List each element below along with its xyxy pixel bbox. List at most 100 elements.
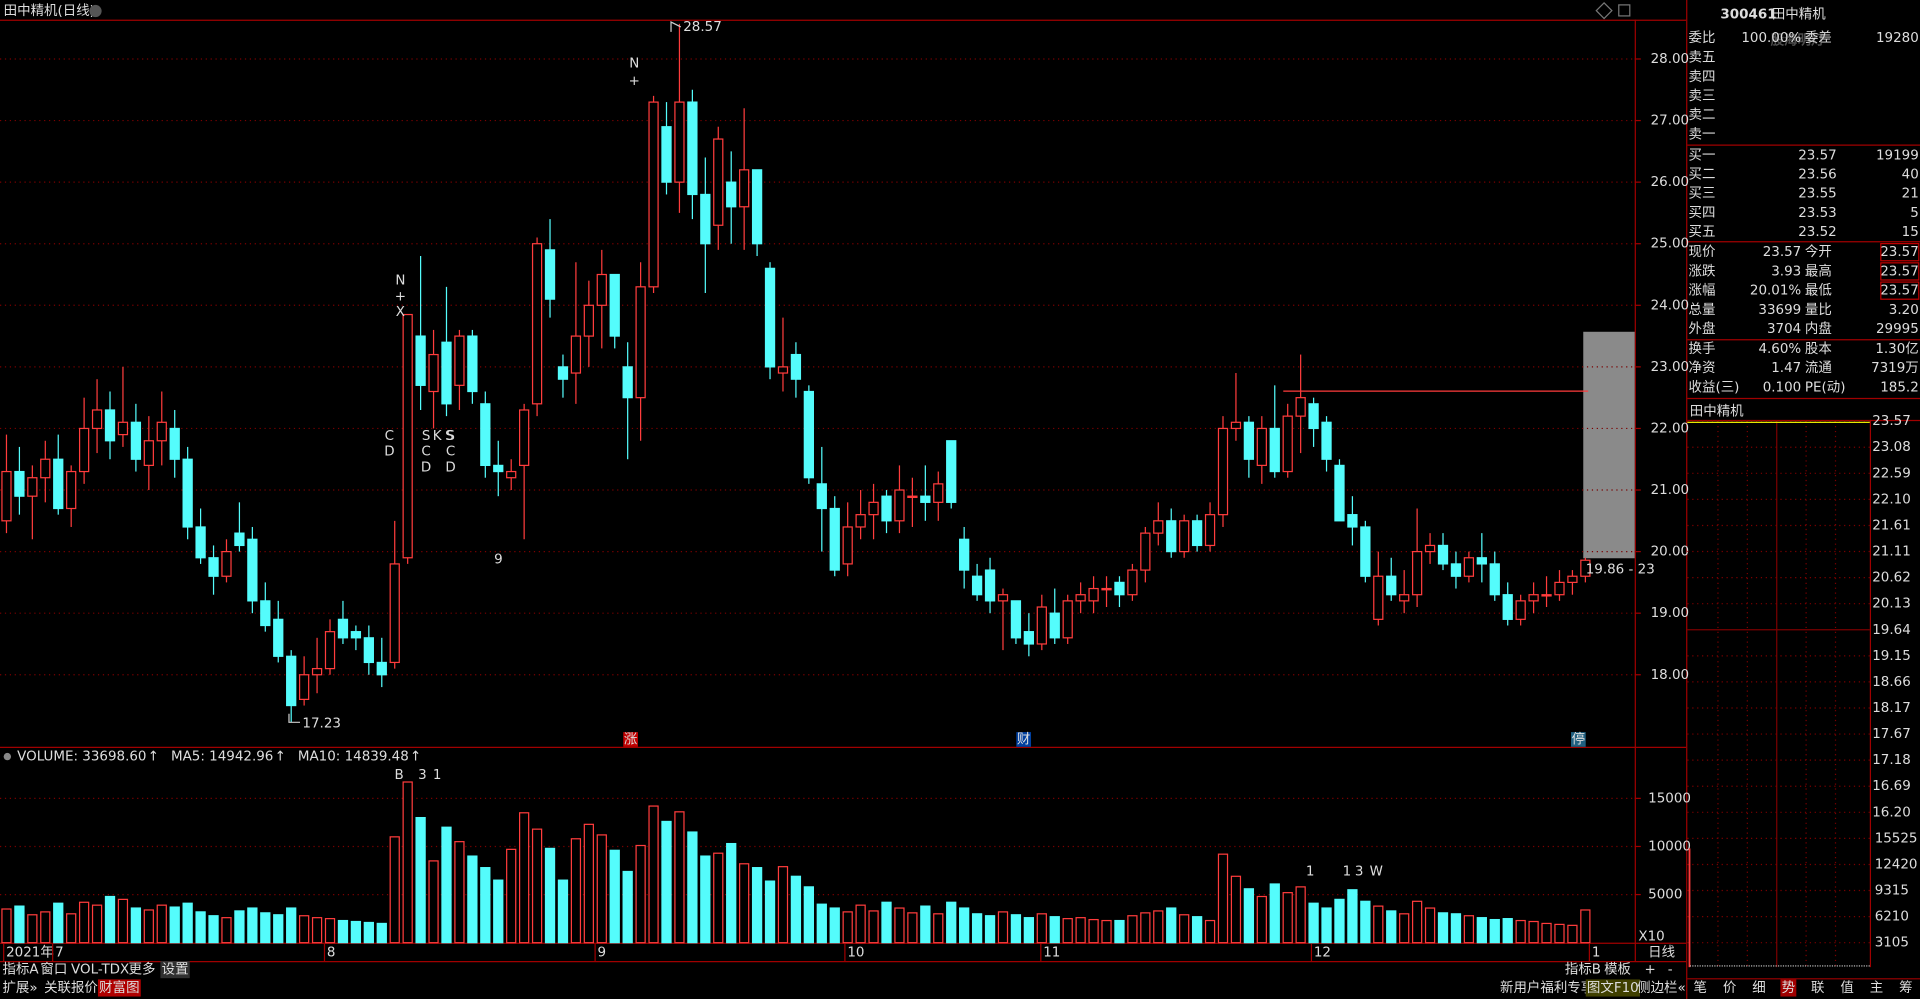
toolbar-tab[interactable]: 扩展»	[2, 980, 37, 996]
volume-bar	[687, 831, 698, 944]
candle-body	[480, 403, 491, 467]
signal-label: +	[395, 289, 406, 304]
toolbar-tab[interactable]: 模板	[1604, 962, 1631, 978]
intraday-price-tick: 23.08	[1872, 440, 1911, 455]
quote-cell: 19280	[1876, 31, 1919, 46]
toolbar-tab[interactable]: 侧边栏«	[1637, 980, 1686, 996]
volume-bar	[1049, 916, 1060, 944]
volume-bar	[920, 905, 931, 944]
ask-label: 卖四	[1689, 69, 1716, 85]
toolbar-tab[interactable]: 筹	[1899, 979, 1912, 996]
candle-body	[700, 193, 711, 245]
y-tick-label: 21.00	[1651, 483, 1690, 498]
volume-bar	[1502, 918, 1513, 944]
toolbar-tab[interactable]: 笔	[1693, 980, 1706, 996]
toolbar-tab[interactable]: 新用户福利专享	[1500, 979, 1594, 996]
bid-volume: 21	[1902, 187, 1919, 202]
period-tab[interactable]: 日线	[1648, 944, 1675, 960]
candle-body	[1230, 421, 1242, 430]
toolbar-tab[interactable]: 势	[1782, 980, 1795, 996]
candle-body	[454, 335, 465, 386]
quote-cell: 185.2	[1880, 380, 1919, 395]
toolbar-tab[interactable]: 关联报价	[44, 980, 98, 996]
candle-body	[363, 637, 374, 664]
volume-bar	[777, 866, 789, 944]
intraday-price-tick: 17.67	[1872, 727, 1911, 742]
volume-bar	[14, 905, 25, 944]
signal-label: C	[421, 445, 430, 460]
pin-icon[interactable]	[1595, 2, 1613, 20]
volume-bar	[764, 880, 776, 944]
bid-label: 买一	[1689, 147, 1716, 163]
volume-bar	[751, 867, 763, 944]
toolbar-tab[interactable]: 设置	[162, 962, 189, 978]
menu-icon[interactable]	[89, 4, 102, 18]
volume-bar	[1347, 889, 1358, 944]
candle-body	[790, 353, 802, 380]
candle-body	[1049, 612, 1060, 639]
candle-body	[648, 101, 659, 288]
candle-body	[881, 495, 892, 522]
x-tick-label: 11	[1043, 945, 1060, 960]
toolbar-tab[interactable]: -	[1668, 963, 1673, 978]
volume-bar	[376, 922, 387, 944]
toolbar-tab[interactable]: 主	[1870, 980, 1883, 996]
signal-label: S	[445, 429, 454, 444]
candle-body	[467, 335, 478, 393]
toolbar-tab[interactable]: 联	[1811, 980, 1824, 996]
toolbar-tab[interactable]: 值	[1840, 980, 1853, 996]
candle-body	[635, 286, 646, 399]
event-marker[interactable]: 停	[1572, 730, 1585, 747]
volume-bar	[959, 907, 970, 944]
toolbar-tab[interactable]: 窗口	[40, 961, 67, 978]
indicator-label: MA10: 14839.48	[298, 750, 409, 765]
candle-body	[1075, 594, 1086, 602]
toggle-icon[interactable]	[1618, 4, 1631, 17]
candle-body	[855, 514, 866, 528]
candle-body	[959, 538, 970, 571]
volume-bar	[829, 907, 840, 944]
volume-bar	[1023, 917, 1035, 944]
candle-body	[130, 421, 142, 460]
volume-bar	[1062, 918, 1073, 944]
candle-body	[609, 273, 620, 337]
signal-label: S	[446, 429, 455, 444]
candle-body	[1437, 544, 1449, 565]
last-label: 19.86 - 23	[1586, 562, 1655, 577]
event-marker[interactable]: 涨	[624, 731, 638, 747]
toolbar-tab[interactable]: 更多	[129, 961, 156, 978]
candle-body	[350, 631, 362, 639]
toolbar-tab[interactable]: VOL-TDX	[71, 963, 129, 978]
candle-body	[1463, 557, 1475, 577]
candle-body	[1373, 575, 1384, 620]
volume-bar	[803, 886, 815, 944]
candle-body	[273, 618, 284, 657]
candle-body	[1411, 550, 1423, 596]
y-tick-label: 28.00	[1651, 52, 1690, 67]
intraday-price-tick: 22.59	[1872, 466, 1911, 481]
toolbar-tab[interactable]: +	[1644, 963, 1655, 978]
toolbar-tab[interactable]: 图文F10	[1587, 980, 1639, 996]
candle-body	[1424, 544, 1436, 553]
event-marker[interactable]: 财	[1017, 731, 1030, 747]
toolbar-tab[interactable]: 指标A	[2, 962, 39, 978]
volume-bar	[739, 863, 750, 944]
quote-cell: 涨幅	[1689, 283, 1716, 299]
intraday-title: 田中精机	[1690, 403, 1744, 419]
quote-cell: 23.57	[1880, 264, 1919, 279]
toolbar-tab[interactable]: 价	[1723, 981, 1737, 996]
volume-bar	[130, 907, 142, 944]
candle-body	[104, 409, 116, 442]
stock-code: 300461	[1720, 8, 1776, 23]
toolbar-tab[interactable]: 细	[1752, 980, 1765, 996]
annotation-arrow	[288, 713, 300, 723]
candle-body	[27, 477, 38, 497]
toolbar-tab[interactable]: 指标B	[1565, 962, 1601, 978]
intraday-price-tick: 21.11	[1872, 545, 1911, 560]
quote-cell: 最高	[1805, 262, 1832, 279]
signal-label: X	[396, 305, 405, 320]
volume-bar	[78, 901, 90, 944]
toolbar-tab[interactable]: 财富图	[99, 979, 139, 996]
